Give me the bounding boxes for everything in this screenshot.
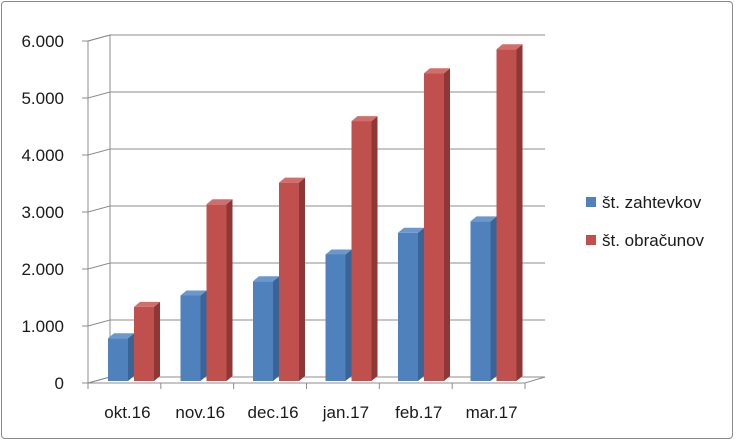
bar-zahtevkov-okt.16 [108, 333, 134, 381]
y-tick-label: 5.000 [21, 89, 64, 108]
legend-label: št. zahtevkov [602, 193, 702, 212]
gridline [87, 148, 545, 156]
gridline [87, 91, 545, 99]
legend: št. zahtevkov št. obračunov [586, 193, 705, 250]
y-tick-label: 4.000 [21, 146, 64, 165]
gridline [87, 205, 545, 213]
bar-obracunov-mar.17 [496, 44, 523, 381]
y-axis-tick-labels: 0 1.000 2.000 3.000 4.000 5.000 6.000 [21, 32, 64, 393]
bar-zahtevkov-jan.17 [325, 249, 352, 381]
bar-zahtevkov-nov.16 [180, 290, 207, 381]
bar-zahtevkov-feb.17 [398, 227, 424, 381]
x-category-label: jan.17 [322, 403, 369, 422]
legend-item: št. obračunov [586, 231, 705, 250]
x-category-label: nov.16 [175, 403, 225, 422]
bar-obracunov-dec.16 [279, 177, 305, 381]
legend-swatch [586, 197, 596, 207]
bar-obracunov-jan.17 [351, 116, 378, 381]
x-category-label: okt.16 [104, 403, 150, 422]
bar-obracunov-nov.16 [206, 199, 233, 381]
gridline [87, 34, 545, 42]
bar-zahtevkov-dec.16 [253, 276, 279, 381]
legend-swatch [586, 235, 596, 245]
bar-zahtevkov-mar.17 [470, 216, 497, 381]
y-tick-label: 2.000 [21, 260, 64, 279]
y-tick-label: 3.000 [21, 203, 64, 222]
legend-label: št. obračunov [602, 231, 705, 250]
x-category-label: feb.17 [395, 403, 442, 422]
y-tick-label: 6.000 [21, 32, 64, 51]
y-tick-label: 1.000 [21, 317, 64, 336]
bar-obracunov-okt.16 [134, 301, 160, 381]
legend-item: št. zahtevkov [586, 193, 702, 212]
x-category-label: dec.16 [248, 403, 299, 422]
x-category-label: mar.17 [466, 403, 518, 422]
x-axis-category-labels: okt.16 nov.16 dec.16 jan.17 feb.17 mar.17 [104, 403, 517, 422]
bar-obracunov-feb.17 [424, 68, 450, 381]
bars [108, 44, 523, 381]
y-tick-label: 0 [55, 374, 64, 393]
